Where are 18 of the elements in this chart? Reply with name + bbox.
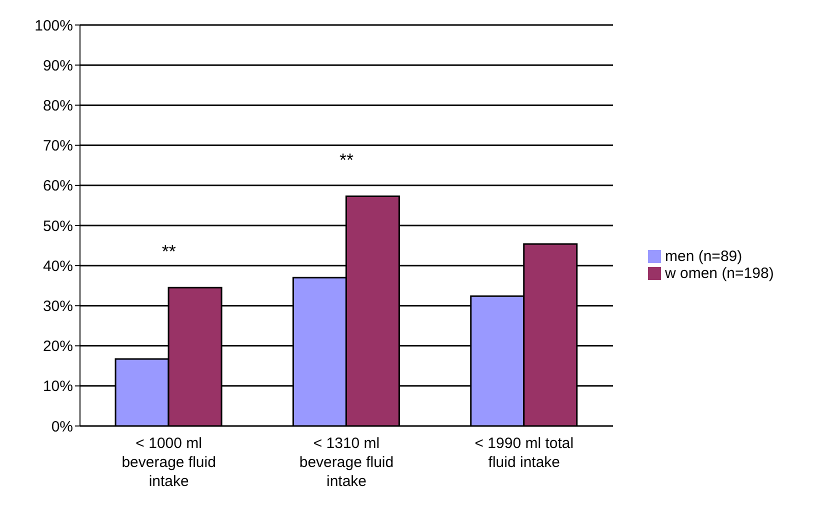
legend-label: men (n=89) (665, 248, 742, 264)
y-tick-label: 40% (42, 258, 73, 275)
y-tick-label: 70% (42, 138, 73, 155)
x-tick-label: < 1990 ml total fluid intake (474, 435, 574, 471)
y-tick-label: 20% (42, 338, 73, 356)
y-tick-label: 30% (42, 298, 73, 316)
y-tick-label: 60% (42, 178, 73, 195)
x-tick-label: < 1000 ml beverage fluid intake (122, 435, 216, 490)
y-tick-label: 100% (34, 17, 73, 34)
x-tick-label: < 1310 ml beverage fluid intake (299, 435, 394, 490)
y-tick-label: 10% (42, 378, 73, 396)
y-tick-label: 50% (42, 218, 73, 235)
annotation: ** (339, 150, 354, 170)
y-tick-label: 90% (42, 57, 73, 74)
y-tick-label: 80% (42, 98, 73, 115)
annotation: ** (162, 242, 176, 262)
y-tick-label: 0% (51, 418, 73, 436)
legend-label: w omen (n=198) (665, 264, 774, 282)
